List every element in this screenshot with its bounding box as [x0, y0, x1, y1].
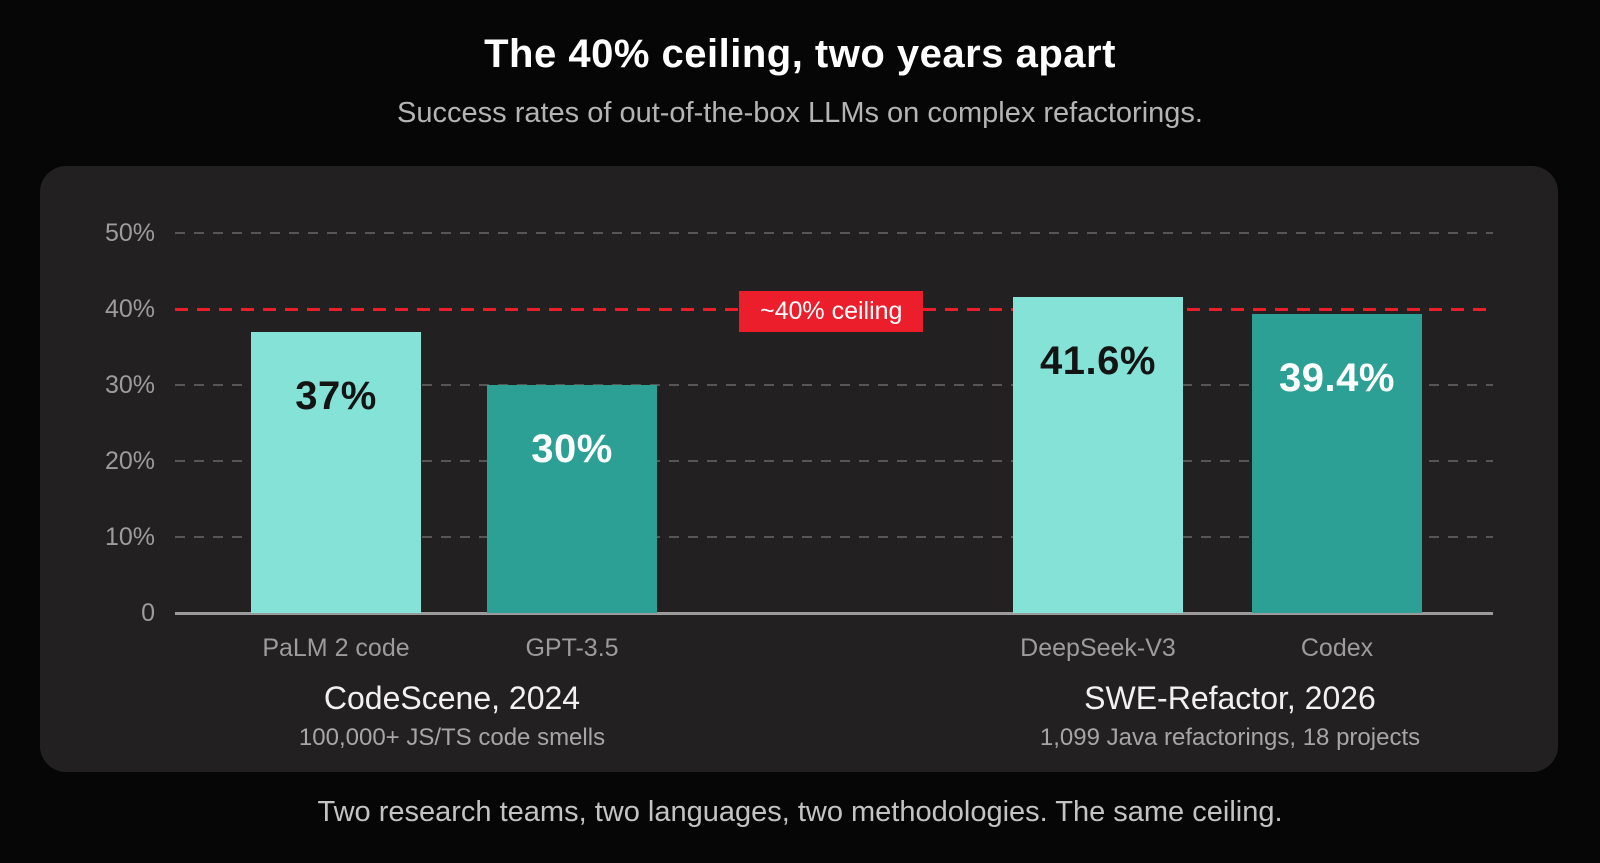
- y-axis-tick-label: 10%: [104, 523, 155, 551]
- gridline: [175, 232, 1493, 234]
- x-axis-category-label: Codex: [1300, 634, 1374, 662]
- x-axis-category-label: GPT-3.5: [525, 634, 619, 662]
- footer-caption: Two research teams, two languages, two m…: [317, 796, 1283, 828]
- bar-value-label: 30%: [531, 427, 613, 471]
- group-subtitle: 1,099 Java refactorings, 18 projects: [1039, 724, 1421, 751]
- group-title: SWE-Refactor, 2026: [1084, 680, 1376, 716]
- bar-gpt-3-5: 30%: [487, 385, 657, 613]
- bar-palm-2-code: 37%: [251, 331, 421, 613]
- ceiling-label-badge: ~40% ceiling: [739, 291, 924, 332]
- bar-value-label: 39.4%: [1279, 355, 1395, 400]
- page-subtitle: Success rates of out-of-the-box LLMs on …: [397, 97, 1203, 129]
- x-axis-line: [175, 612, 1493, 615]
- bar-value-label: 37%: [295, 373, 377, 418]
- page-title: The 40% ceiling, two years apart: [484, 32, 1116, 76]
- y-axis-tick-label: 30%: [104, 371, 155, 399]
- y-axis-tick-label: 20%: [104, 447, 155, 475]
- x-axis-category-label: DeepSeek-V3: [1020, 634, 1176, 662]
- y-axis-tick-label: 0: [141, 599, 155, 627]
- gridline: [175, 536, 1493, 538]
- group-subtitle: 100,000+ JS/TS code smells: [298, 724, 606, 751]
- bar-codex: 39.4%: [1252, 313, 1422, 613]
- gridline: [175, 384, 1493, 386]
- bar-value-label: 41.6%: [1040, 338, 1156, 383]
- x-axis-category-label: PaLM 2 code: [262, 634, 410, 662]
- y-axis-tick-label: 50%: [104, 219, 155, 247]
- chart-panel: 0 10% 20% 30% 40% 50% 37% PaLM 2 code 30% GPT-3.5…: [40, 166, 1558, 772]
- bar-deepseek-v3: 41.6%: [1013, 296, 1183, 613]
- gridline: [175, 460, 1493, 462]
- group-title: CodeScene, 2024: [323, 680, 581, 716]
- y-axis-tick-label: 40%: [104, 295, 155, 323]
